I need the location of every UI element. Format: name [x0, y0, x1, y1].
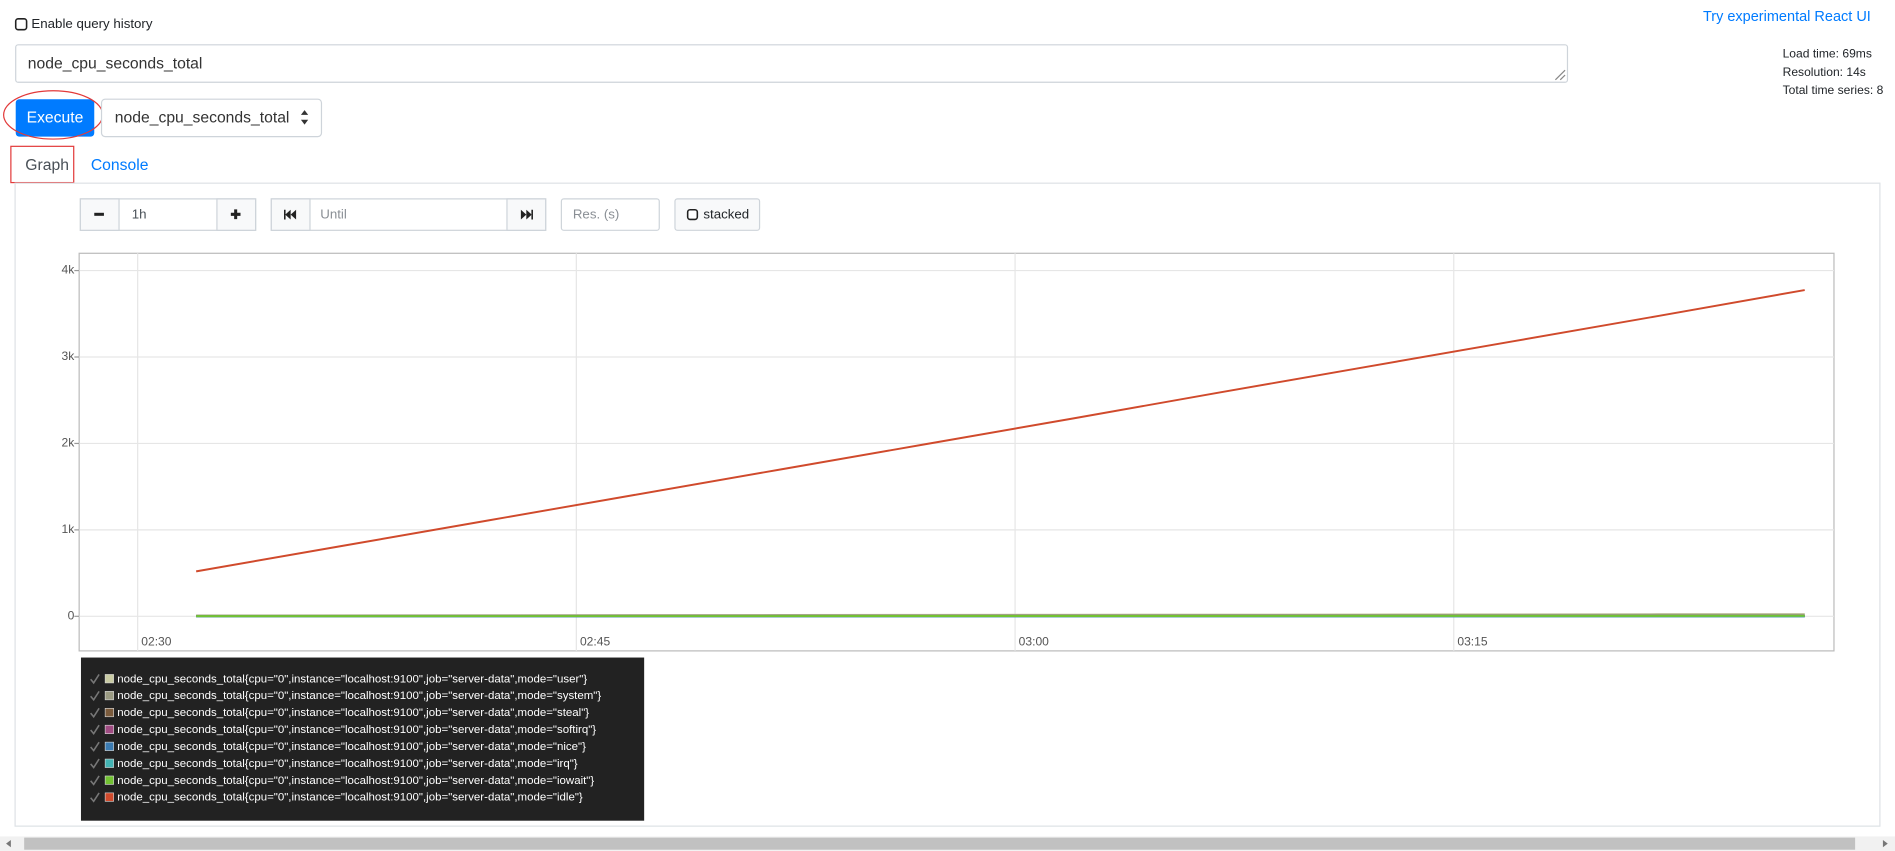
rewind-icon [284, 209, 297, 220]
legend-check [90, 775, 100, 786]
query-input[interactable] [15, 44, 1569, 83]
legend-item[interactable]: node_cpu_seconds_total{cpu="0",instance=… [90, 707, 590, 719]
query-text: node_cpu_seconds_total [28, 55, 203, 72]
stacked-checkbox [686, 208, 699, 221]
history-label[interactable]: Enable query history [31, 16, 152, 31]
legend-swatch [104, 724, 114, 734]
series-line [195, 289, 1805, 573]
select-arrows [300, 110, 309, 125]
legend-item[interactable]: node_cpu_seconds_total{cpu="0",instance=… [90, 775, 595, 787]
execute-label: Execute [27, 110, 84, 127]
history-checkbox[interactable] [14, 18, 28, 31]
x-tick-label: 03:15 [1457, 635, 1488, 649]
x-tick-label: 03:00 [1019, 635, 1050, 649]
until-input[interactable]: Until [320, 207, 347, 222]
legend-swatch [104, 674, 114, 684]
y-tick-label: 3k [62, 349, 76, 363]
legend-item[interactable]: node_cpu_seconds_total{cpu="0",instance=… [90, 690, 602, 702]
minus-icon [94, 212, 104, 216]
scrollbar-thumb[interactable] [24, 837, 1856, 850]
y-tick-label: 1k [62, 522, 76, 536]
legend-item[interactable]: node_cpu_seconds_total{cpu="0",instance=… [90, 758, 578, 770]
legend-check [90, 707, 100, 719]
y-tick-label: 0 [68, 609, 75, 623]
legend-label: node_cpu_seconds_total{cpu="0",instance=… [117, 775, 594, 787]
legend-swatch [104, 691, 114, 701]
legend-label: node_cpu_seconds_total{cpu="0",instance=… [117, 724, 596, 736]
y-tick-label: 4k [62, 263, 76, 277]
resolution: Resolution: 14s [1783, 65, 1866, 79]
legend-item[interactable]: node_cpu_seconds_total{cpu="0",instance=… [90, 792, 583, 804]
legend-check [90, 741, 100, 752]
legend-label: node_cpu_seconds_total{cpu="0",instance=… [117, 690, 601, 702]
legend-swatch [104, 758, 114, 768]
legend-check [90, 690, 100, 702]
legend-item[interactable]: node_cpu_seconds_total{cpu="0",instance=… [90, 741, 586, 753]
legend-label: node_cpu_seconds_total{cpu="0",instance=… [117, 758, 578, 770]
metric-select-text: node_cpu_seconds_total [115, 110, 290, 127]
legend-label: node_cpu_seconds_total{cpu="0",instance=… [117, 707, 589, 719]
plot-area [78, 252, 1835, 652]
load-time: Load time: 69ms [1783, 47, 1872, 61]
stacked-label: stacked [703, 207, 749, 222]
react-ui-link[interactable]: Try experimental React UI [1703, 9, 1871, 25]
until-group [270, 198, 547, 231]
x-tick-label: 02:45 [580, 635, 611, 649]
legend [80, 657, 645, 821]
plus-icon [230, 209, 241, 220]
x-tick-label: 02:30 [141, 635, 172, 649]
legend-swatch [104, 775, 114, 785]
legend-item[interactable]: node_cpu_seconds_total{cpu="0",instance=… [90, 724, 597, 736]
resolution-input[interactable] [560, 198, 660, 231]
resolution-placeholder: Res. (s) [573, 207, 619, 222]
execute-button[interactable] [15, 99, 95, 137]
metric-select[interactable] [100, 98, 323, 138]
range-input[interactable]: 1h [132, 207, 147, 222]
legend-check [90, 792, 100, 803]
total-series: Total time series: 8 [1783, 83, 1884, 97]
legend-label: node_cpu_seconds_total{cpu="0",instance=… [117, 792, 583, 804]
legend-label: node_cpu_seconds_total{cpu="0",instance=… [117, 741, 586, 753]
console-tab[interactable]: Console [91, 157, 149, 174]
legend-check [90, 724, 100, 736]
legend-label: node_cpu_seconds_total{cpu="0",instance=… [117, 673, 587, 685]
y-tick-label: 2k [62, 436, 76, 450]
legend-check [90, 758, 100, 769]
legend-item[interactable]: node_cpu_seconds_total{cpu="0",instance=… [90, 673, 588, 685]
legend-swatch [104, 707, 114, 718]
forward-icon [520, 209, 533, 220]
graph-tab[interactable]: Graph [25, 157, 69, 174]
legend-swatch [104, 792, 114, 802]
legend-swatch [104, 741, 114, 751]
legend-check [90, 674, 100, 685]
resize-handle [1554, 69, 1566, 81]
stacked-button[interactable] [674, 198, 761, 231]
